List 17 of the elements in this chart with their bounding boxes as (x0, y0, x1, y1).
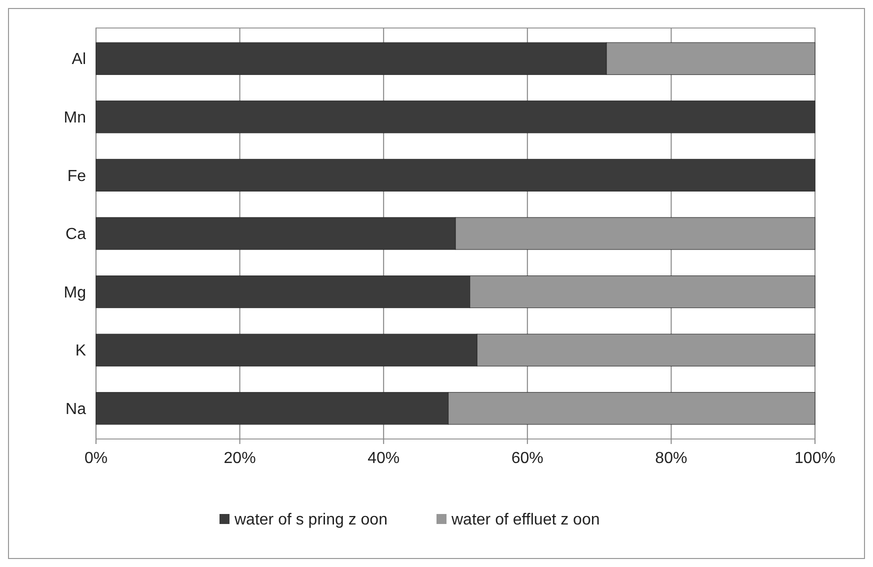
legend-label: water of effluet z oon (450, 512, 600, 529)
x-tick-label: 20% (224, 450, 256, 467)
y-tick-label: Mn (64, 110, 86, 127)
bar (96, 100, 816, 134)
y-tick-label: Fe (67, 168, 86, 185)
x-tick-label: 0% (84, 450, 108, 467)
bar (96, 158, 816, 192)
x-tick-label: 60% (511, 450, 544, 467)
x-tick-label: 80% (655, 450, 688, 467)
x-tick-label: 100% (794, 450, 836, 467)
y-tick-label: Mg (64, 284, 86, 302)
y-tick-label: Na (66, 400, 86, 418)
y-tick-label: Ca (66, 226, 86, 244)
y-tick-label: Al (72, 51, 86, 68)
legend-label: water of s pring z oon (234, 512, 388, 529)
y-tick-label: K (75, 342, 86, 360)
x-tick-label: 40% (368, 450, 400, 467)
